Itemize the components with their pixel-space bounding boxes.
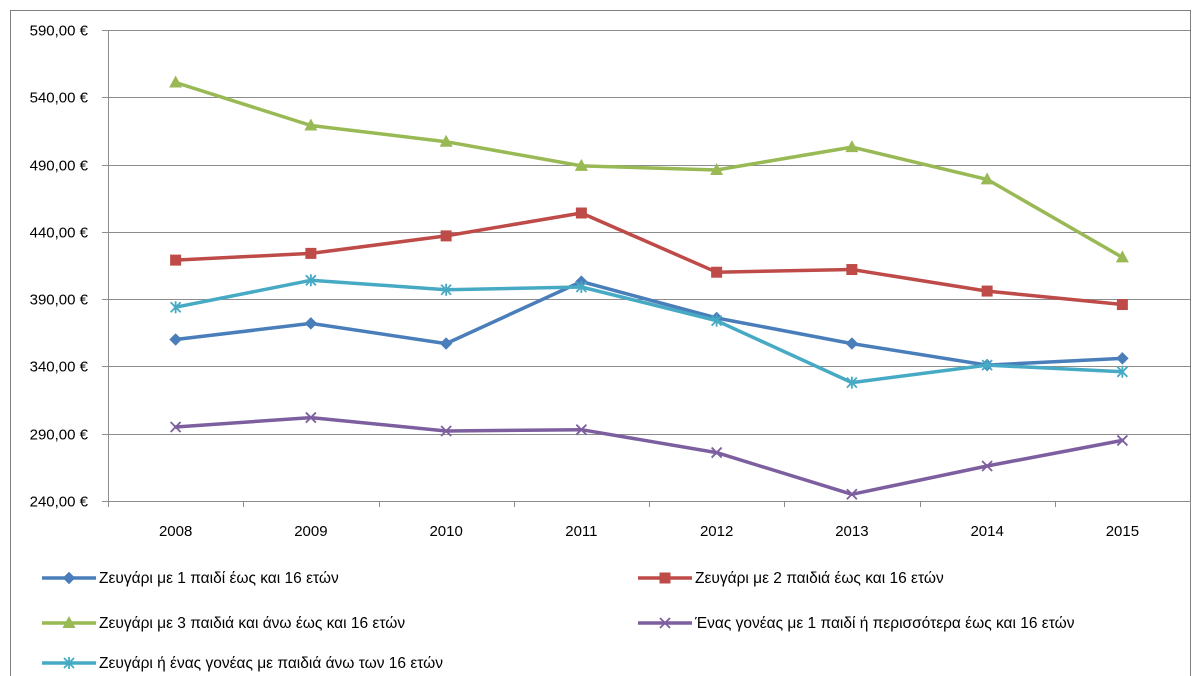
legend-item: Ζευγάρι με 3 παιδιά και άνω έως και 16 ε… (42, 615, 405, 632)
data-point (981, 285, 993, 297)
data-point (439, 337, 453, 350)
data-point (980, 172, 994, 185)
data-point (63, 657, 75, 669)
data-point (845, 337, 859, 350)
y-tick-label: 490,00 € (30, 158, 89, 175)
data-point (845, 140, 859, 153)
data-point (169, 75, 183, 88)
x-tick-label: 2008 (159, 523, 192, 540)
data-point (304, 118, 318, 131)
y-tick-label: 240,00 € (30, 494, 89, 511)
series-line (173, 415, 1125, 497)
data-point (710, 162, 724, 175)
series-5 (169, 274, 1129, 389)
data-point (711, 266, 723, 278)
legend-label: Ζευγάρι με 3 παιδιά και άνω έως και 16 ε… (99, 615, 405, 632)
data-point (440, 230, 452, 242)
data-point (659, 617, 671, 629)
legend-label: Ζευγάρι με 2 παιδιά έως και 16 ετών (695, 570, 944, 587)
data-point (440, 425, 452, 437)
data-point (1116, 365, 1129, 378)
data-point (169, 333, 182, 346)
legend-label: Ζευγάρι ή ένας γονέας με παιδιά άνω των … (99, 655, 443, 672)
data-point (304, 317, 318, 330)
data-point (169, 301, 182, 314)
data-point (62, 616, 76, 628)
data-point (846, 264, 858, 276)
legend: Ζευγάρι με 1 παιδί έως και 16 ετών Ζευγάρ… (42, 570, 1075, 672)
legend-item: Ένας γονέας με 1 παιδί ή περισσότερα έως… (638, 615, 1075, 632)
legend-item: Ζευγάρι ή ένας γονέας με παιδιά άνω των … (42, 655, 443, 672)
axes: 240,00 € 290,00 € 340,00 € 390,00 € 440,00 €… (30, 23, 1191, 540)
y-tick-label: 390,00 € (30, 292, 89, 309)
data-point (305, 274, 317, 287)
x-tick-label: 2012 (700, 523, 733, 540)
legend-item: Ζευγάρι με 2 παιδιά έως και 16 ετών (638, 570, 944, 587)
y-tick-label: 540,00 € (30, 90, 89, 107)
x-tick-label: 2011 (565, 523, 597, 540)
data-point (575, 207, 587, 219)
y-tick-label: 590,00 € (30, 23, 89, 40)
data-point (710, 446, 723, 459)
data-point (305, 247, 317, 259)
x-tick-label: 2013 (835, 523, 868, 540)
x-tick-label: 2010 (429, 523, 462, 540)
data-point (1116, 352, 1129, 365)
data-point (575, 424, 588, 436)
data-point (169, 421, 182, 433)
data-point (1116, 434, 1129, 447)
data-point (846, 488, 858, 500)
data-point (710, 314, 723, 327)
legend-label: Ζευγάρι με 1 παιδί έως και 16 ετών (99, 570, 339, 587)
legend-label: Ένας γονέας με 1 παιδί ή περισσότερα έως… (694, 615, 1075, 632)
data-point (440, 283, 452, 296)
data-point (981, 359, 993, 372)
series-line (173, 80, 1125, 260)
legend-item: Ζευγάρι με 1 παιδί έως και 16 ετών (42, 570, 339, 587)
data-point (574, 158, 588, 171)
data-point (170, 254, 182, 266)
data-point (305, 411, 317, 424)
y-tick-label: 340,00 € (30, 359, 89, 376)
series-line (173, 279, 1125, 367)
series-4 (169, 411, 1129, 500)
data-point (659, 572, 671, 584)
series-3 (169, 75, 1129, 263)
data-point (846, 376, 858, 389)
series-layer (169, 75, 1129, 500)
series-line (173, 211, 1125, 307)
data-point (1116, 299, 1128, 311)
x-tick-label: 2014 (970, 523, 1003, 540)
x-tick-label: 2009 (294, 523, 327, 540)
series-2 (170, 207, 1128, 311)
data-point (62, 571, 76, 585)
data-point (981, 460, 993, 472)
y-tick-label: 440,00 € (30, 225, 89, 242)
y-tick-label: 290,00 € (30, 427, 89, 444)
data-point (439, 134, 453, 147)
series-line (173, 278, 1125, 385)
x-tick-label: 2015 (1106, 523, 1139, 540)
data-point (1115, 250, 1129, 263)
chart-border (10, 10, 1191, 676)
data-point (575, 281, 588, 294)
